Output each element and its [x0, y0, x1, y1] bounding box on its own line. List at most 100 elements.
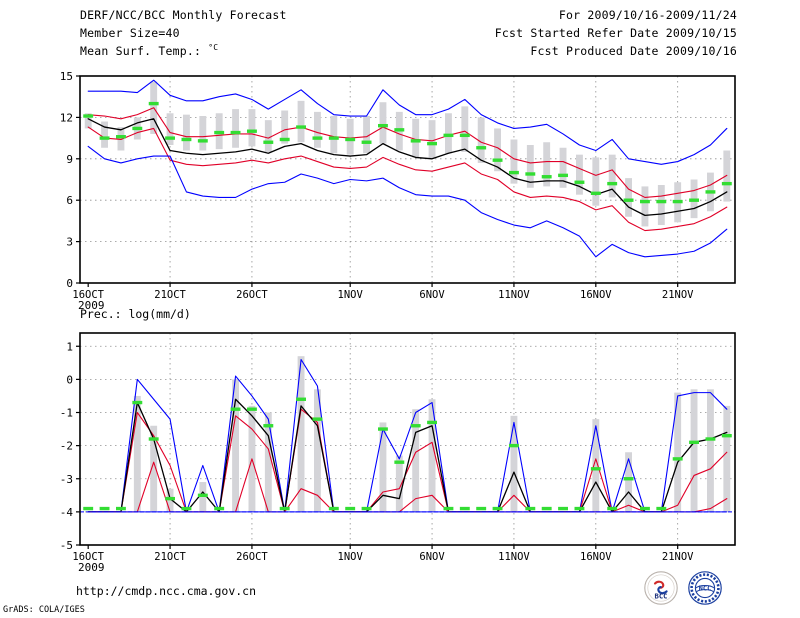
precipitation-panel: -5 -4 -3 -2 -1 0 1 16OCT 21OCT 26OCT 1NOV 6NOV 11NOV…: [60, 332, 736, 563]
temperature-series-mean: [87, 118, 728, 217]
spread-bar: [297, 100, 305, 143]
spread-bar: [575, 154, 583, 195]
spread-bar: [559, 147, 567, 188]
x-tick-label: 16NOV: [580, 551, 612, 563]
temperature-median-marks: [83, 101, 732, 204]
x-tick-label: 6NOV: [419, 289, 445, 301]
temperature-series-min: [87, 145, 728, 258]
y-tick-label: 15: [60, 70, 73, 83]
y-tick-label: -5: [60, 539, 73, 552]
y-tick-label: 0: [66, 277, 73, 290]
variable-name: Mean Surf. Temp.:: [80, 44, 209, 58]
ncc-logo: NCC: [688, 571, 722, 605]
spread-bar: [526, 145, 534, 188]
temperature-series-upper_quartile: [87, 107, 728, 198]
y-tick-label: -2: [60, 440, 73, 453]
y-tick-label: 12: [60, 111, 73, 124]
spread-bar: [428, 399, 436, 512]
logo-group: BCC NCC: [644, 571, 736, 605]
spread-bar: [625, 178, 633, 217]
spread-bar: [494, 128, 502, 172]
spread-bar: [313, 111, 321, 148]
precip-panel-title: Prec.: log(mm/d): [80, 307, 191, 321]
temperature-series-lower_quartile: [87, 126, 728, 232]
spread-bar: [313, 389, 321, 512]
temperature-plot-frame: [79, 75, 736, 284]
spread-bar: [723, 150, 731, 202]
spread-bar: [592, 157, 600, 206]
spread-bar: [232, 109, 240, 148]
x-tick-label: 21NOV: [662, 289, 694, 301]
precipitation-series-mean: [87, 398, 728, 513]
spread-bar: [281, 110, 289, 144]
fcst-produced-label: Fcst Produced Date 2009/10/16: [530, 44, 737, 58]
x-tick-label: 16OCT: [72, 289, 104, 301]
bcc-logo: BCC: [644, 571, 678, 605]
member-size-label: Member Size=40: [80, 26, 180, 40]
forecast-range-label: For 2009/10/16-2009/11/24: [558, 8, 737, 22]
spread-bar: [150, 425, 158, 512]
spread-bar: [379, 102, 387, 144]
spread-bar: [346, 118, 354, 155]
spread-bar: [117, 127, 125, 151]
spread-bar: [166, 113, 174, 145]
precipitation-plot-frame: [79, 332, 736, 546]
spread-bar: [641, 186, 649, 227]
x-tick-label: 1NOV: [338, 289, 364, 301]
y-tick-label: 0: [66, 373, 73, 386]
x-tick-label: 1NOV: [338, 551, 364, 563]
x-tick-label: 21NOV: [662, 551, 694, 563]
x-tick-label: 26OCT: [236, 551, 268, 563]
spread-bar: [379, 422, 387, 512]
spread-bar: [363, 116, 371, 154]
x-tick-label: 11NOV: [498, 551, 530, 563]
temperature-panel: 0 3 6 9 12 15 16OCT 21OCT 26OCT 1NOV 6NOV 11NOV 16NO…: [60, 70, 736, 301]
spread-bar: [608, 154, 616, 198]
fcst-started-label: Fcst Started Refer Date 2009/10/15: [494, 26, 737, 40]
spread-bar: [674, 392, 682, 512]
svg-text:BCC: BCC: [655, 591, 668, 600]
spread-bar: [657, 185, 665, 226]
precip-axis-year-label: 2009: [78, 561, 105, 574]
spread-bar: [706, 389, 714, 512]
y-tick-label: -3: [60, 473, 73, 486]
source-url[interactable]: http://cmdp.ncc.cma.gov.cn: [76, 584, 257, 598]
page-title: DERF/NCC/BCC Monthly Forecast: [80, 8, 287, 22]
spread-bar: [330, 116, 338, 154]
spread-bar: [84, 113, 92, 129]
x-tick-label: 21OCT: [154, 551, 186, 563]
x-tick-label: 11NOV: [498, 289, 530, 301]
spread-bar: [510, 415, 518, 512]
y-tick-label: 3: [66, 236, 73, 249]
spread-bar: [412, 409, 420, 512]
spread-bar: [625, 452, 633, 512]
x-tick-label: 21OCT: [154, 289, 186, 301]
y-tick-label: -4: [60, 506, 74, 519]
spread-bar: [264, 412, 272, 512]
y-tick-label: -1: [60, 407, 73, 420]
y-tick-label: 6: [66, 194, 73, 207]
spread-bar: [592, 419, 600, 512]
spread-bar: [412, 118, 420, 158]
spread-bar: [690, 389, 698, 512]
spread-bar: [264, 120, 272, 152]
y-tick-label: 1: [66, 340, 73, 353]
x-tick-label: 6NOV: [419, 551, 445, 563]
spread-bar: [723, 405, 731, 512]
spread-bar: [543, 142, 551, 187]
temperature-series-max: [87, 79, 728, 165]
temperature-spread-bars: [84, 81, 731, 227]
spread-bar: [477, 117, 485, 163]
grads-credit: GrADS: COLA/IGES: [3, 605, 85, 615]
svg-text:NCC: NCC: [699, 584, 712, 592]
spread-bar: [133, 395, 141, 512]
y-tick-label: 9: [66, 153, 73, 166]
spread-bar: [461, 106, 469, 152]
spread-bar: [199, 116, 207, 151]
spread-bar: [248, 109, 256, 147]
spread-bar: [395, 455, 403, 512]
variable-label: Mean Surf. Temp.: °C: [80, 44, 218, 59]
